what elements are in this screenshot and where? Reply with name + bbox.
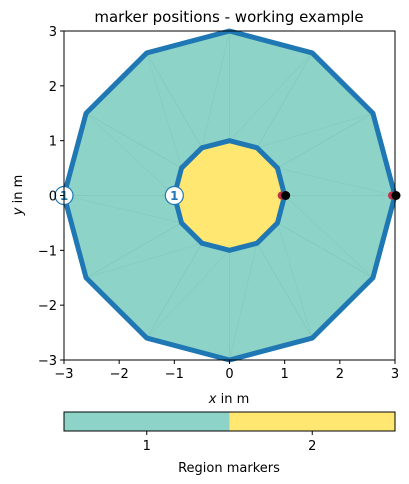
boundary-marker-label: 1 — [170, 189, 178, 203]
boundary-marker-circle — [164, 185, 184, 206]
x-axis-label-var: x — [208, 392, 217, 407]
colorbar-frame — [63, 411, 396, 432]
colorbar-cells — [64, 412, 395, 431]
x-tick-label: −3 — [54, 367, 73, 382]
y-tick-label: 0 — [49, 190, 57, 205]
x-axis: −3 −2 −1 0 1 2 3 — [54, 360, 399, 382]
x-tick-label: 0 — [225, 367, 233, 382]
y-tick-label: 2 — [49, 80, 57, 95]
y-tick-label: 3 — [49, 25, 57, 40]
x-axis-label: x in m — [208, 392, 249, 407]
y-axis-label: y in m — [11, 175, 26, 216]
inner-boundary-line — [171, 138, 288, 253]
mesh-edge — [146, 30, 230, 149]
node-point — [281, 191, 291, 200]
node-point — [391, 191, 401, 200]
colorbar-cell — [64, 412, 230, 431]
y-tick-label: 1 — [49, 135, 57, 150]
y-axis-label-unit: in m — [11, 175, 26, 208]
y-tick-label: −2 — [38, 299, 57, 314]
y-tick-label: −1 — [38, 244, 57, 259]
y-tick-label: −3 — [38, 354, 57, 369]
chart-title: marker positions - working example — [94, 8, 363, 26]
colorbar-cell — [229, 412, 395, 431]
x-tick-label: 1 — [281, 367, 289, 382]
x-tick-label: 3 — [391, 367, 399, 382]
colorbar-tick-label: 1 — [143, 439, 151, 454]
x-tick-label: 2 — [336, 367, 344, 382]
colorbar-tick-label: 2 — [308, 439, 316, 454]
mesh-layer — [63, 30, 396, 361]
node-layer — [277, 191, 401, 200]
x-axis-label-unit: in m — [216, 392, 249, 407]
x-tick-label: −2 — [110, 367, 129, 382]
y-axis: −3 −2 −1 0 1 2 3 — [38, 25, 64, 369]
region-2-fill — [174, 140, 285, 251]
y-axis-label-var: y — [11, 207, 26, 216]
x-tick-label: −1 — [165, 367, 184, 382]
colorbar-label: Region markers — [178, 461, 280, 476]
